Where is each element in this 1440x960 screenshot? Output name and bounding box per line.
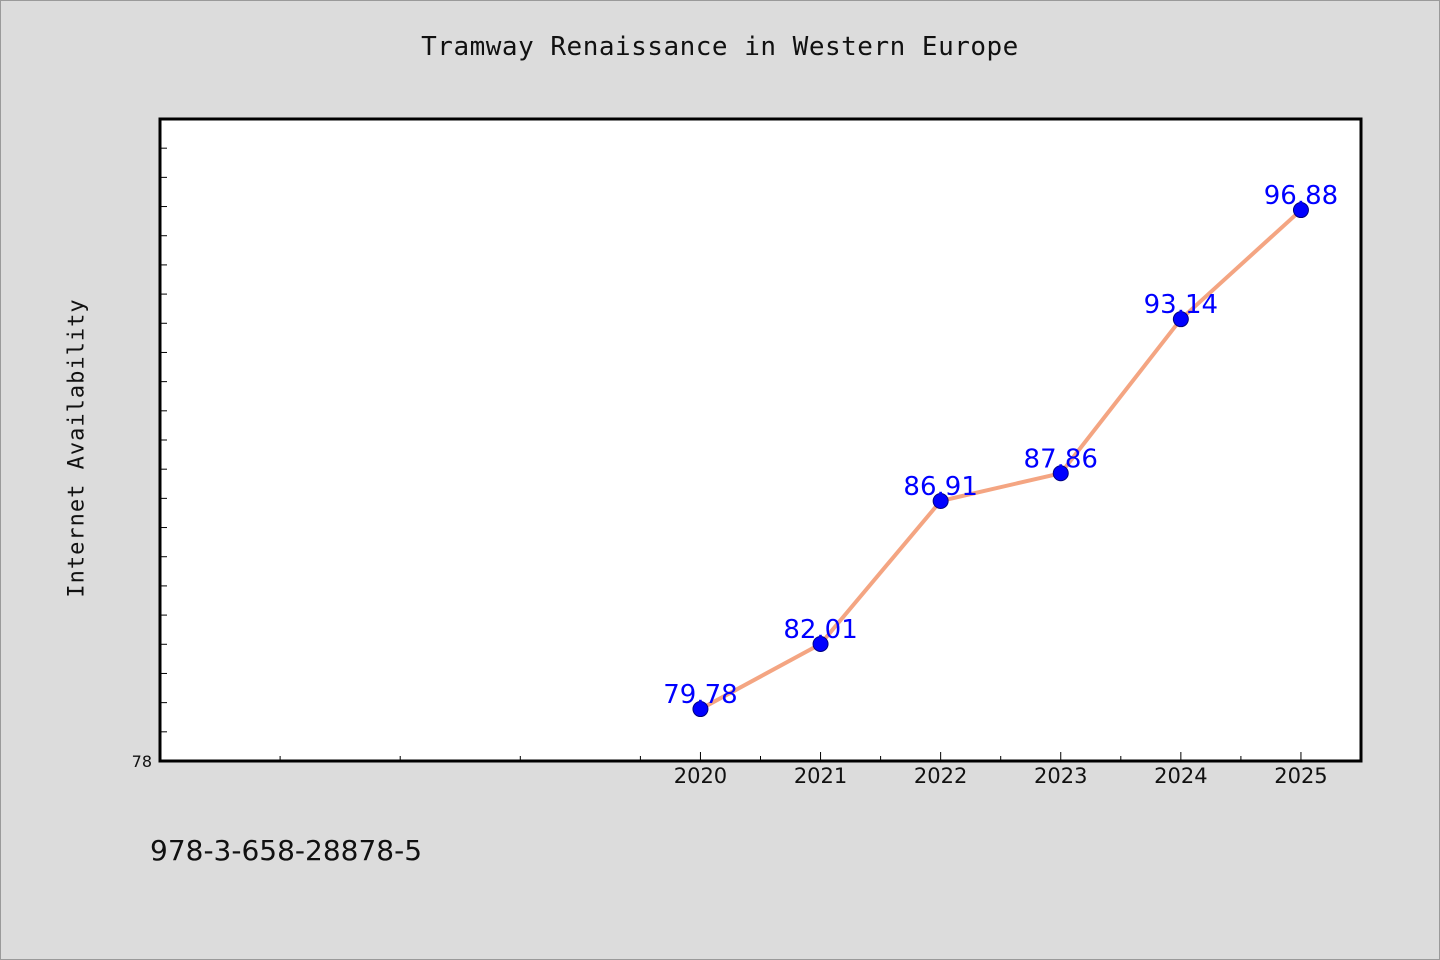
data-point (1172, 311, 1189, 328)
x-tick-label: 2021 (794, 764, 847, 788)
data-label: 79.78 (663, 680, 737, 710)
plot-area (158, 117, 1363, 763)
data-point (692, 701, 709, 718)
data-point (1052, 465, 1069, 482)
series-group: 79.78 82.01 86.91 87.86 93.14 96.88 (663, 181, 1338, 718)
x-tick-label: 2023 (1034, 764, 1087, 788)
data-label: 82.01 (783, 615, 857, 645)
x-tick-label: 2025 (1274, 764, 1327, 788)
axis-ticks: 78 2020 2021 2022 2023 2024 2025 (132, 147, 1328, 788)
x-tick-label: 2024 (1154, 764, 1207, 788)
data-label: 87.86 (1024, 444, 1098, 474)
isbn-text: 978-3-658-28878-5 (150, 834, 423, 867)
y-tick-label: 78 (132, 752, 152, 771)
data-point (1292, 202, 1309, 219)
data-label: 96.88 (1264, 181, 1338, 211)
data-label: 93.14 (1144, 290, 1218, 320)
data-point (812, 635, 829, 652)
data-label: 86.91 (903, 472, 977, 502)
data-point (932, 492, 949, 509)
chart-title: Tramway Renaissance in Western Europe (421, 32, 1019, 62)
series-line (699, 208, 1303, 711)
x-tick-label: 2022 (914, 764, 967, 788)
x-tick-label: 2020 (674, 764, 727, 788)
